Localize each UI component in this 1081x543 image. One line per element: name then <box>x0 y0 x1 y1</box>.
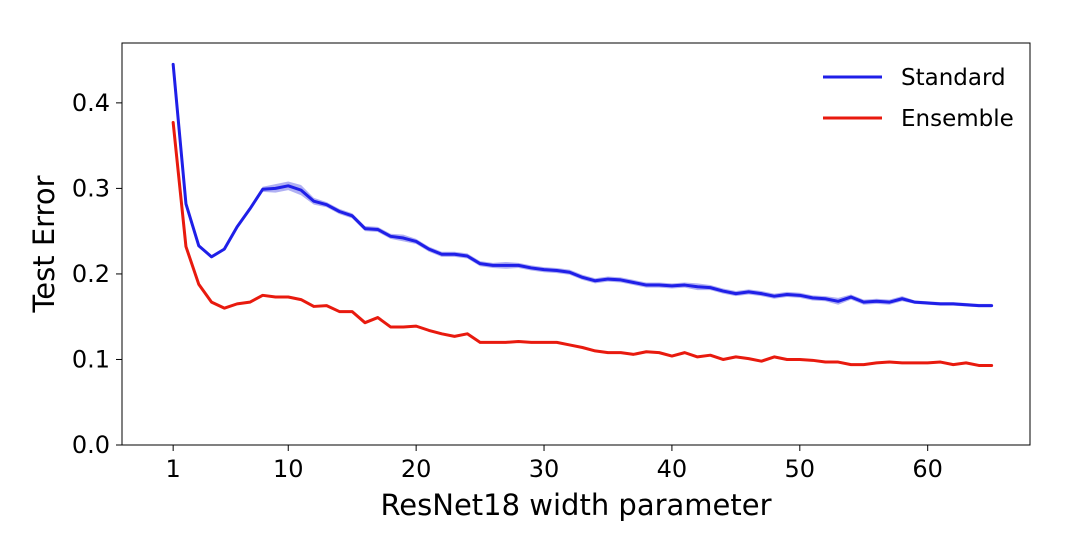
legend-label: Ensemble <box>901 106 1014 132</box>
x-tick-label: 50 <box>785 455 816 483</box>
legend: Standard Ensemble <box>823 65 1014 132</box>
x-tick-label: 30 <box>529 455 560 483</box>
x-tick-label: 1 <box>166 455 181 483</box>
series-band <box>173 64 992 308</box>
series-line <box>171 62 994 308</box>
y-tick-label: 0.2 <box>72 260 110 288</box>
x-axis-ticks: 1 10 20 30 40 50 60 <box>166 445 943 483</box>
series-line <box>171 121 994 367</box>
confidence-bands <box>173 64 992 308</box>
plot-frame <box>121 42 1031 446</box>
y-tick-label: 0.4 <box>72 89 110 117</box>
x-tick-label: 20 <box>401 455 432 483</box>
legend-label: Standard <box>901 65 1006 91</box>
y-tick-label: 0.1 <box>72 345 110 373</box>
y-tick-label: 0.3 <box>72 174 110 202</box>
y-tick-label: 0.0 <box>72 431 110 459</box>
y-axis-label: Test Error <box>27 175 61 313</box>
series-lines <box>171 62 994 367</box>
x-tick-label: 40 <box>657 455 688 483</box>
x-tick-label: 10 <box>273 455 304 483</box>
x-tick-label: 60 <box>912 455 943 483</box>
x-axis-label: ResNet18 width parameter <box>380 488 771 522</box>
y-axis-ticks: 0.0 0.1 0.2 0.3 0.4 <box>72 89 122 459</box>
